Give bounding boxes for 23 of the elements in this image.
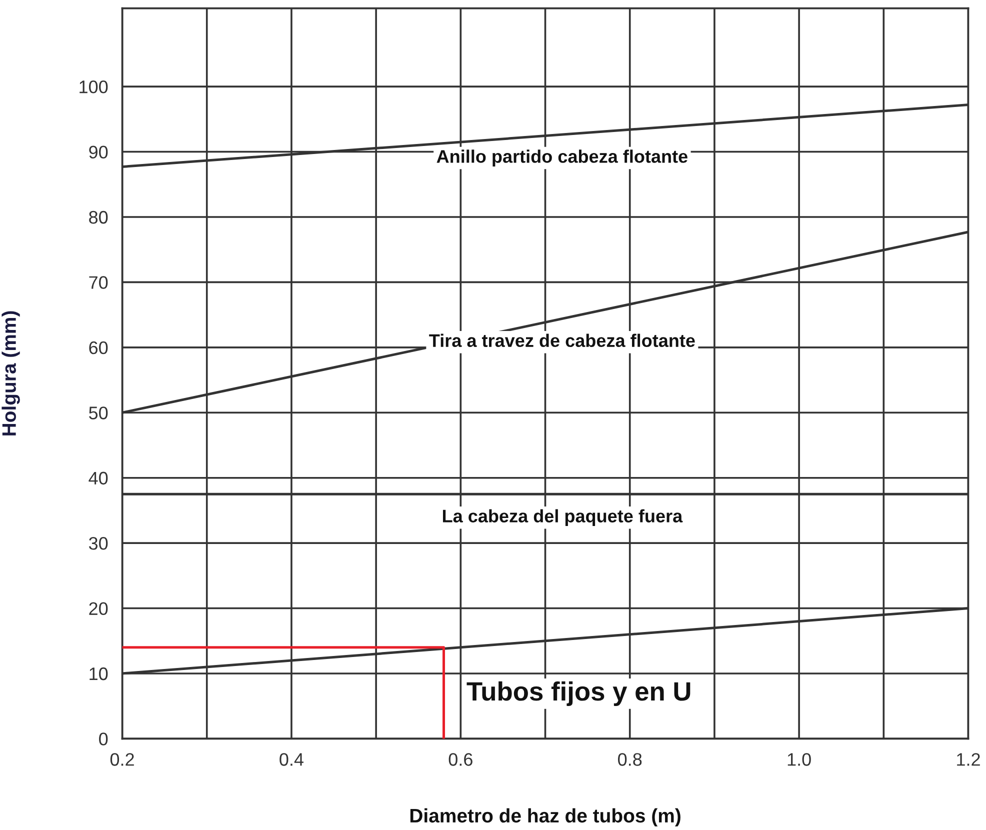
y-tick-label: 90 [89,146,108,158]
y-tick-label: 70 [89,276,108,289]
y-axis-title: Holgura (mm) [2,311,20,436]
x-tick-label: 0.2 [110,753,134,766]
x-tick-label: 1.2 [957,753,980,766]
x-tick-label: 0.8 [618,753,642,766]
x-tick-label: 0.6 [448,753,472,766]
x-tick-label: 1.0 [788,753,811,766]
y-tick-label: 100 [80,80,108,94]
y-tick-label: 50 [89,406,108,420]
series-label: Tira a travez de cabeza flotante [429,334,695,348]
x-axis-title: Diametro de haz de tubos (m) [410,808,680,826]
x-tick-label: 0.4 [280,753,304,766]
y-tick-label: 20 [89,602,108,615]
series-label: Anillo partido cabeza flotante [436,150,688,166]
y-tick-label: 40 [88,472,108,485]
series-label: La cabeza del paquete fuera [442,509,683,526]
y-tick-label: 10 [90,667,108,680]
y-tick-label: 30 [88,536,108,550]
series-label: Tubos fijos y en U [466,681,690,706]
y-tick-label: 60 [89,341,108,354]
y-tick-label: 0 [99,732,108,746]
y-tick-label: 80 [89,210,108,224]
